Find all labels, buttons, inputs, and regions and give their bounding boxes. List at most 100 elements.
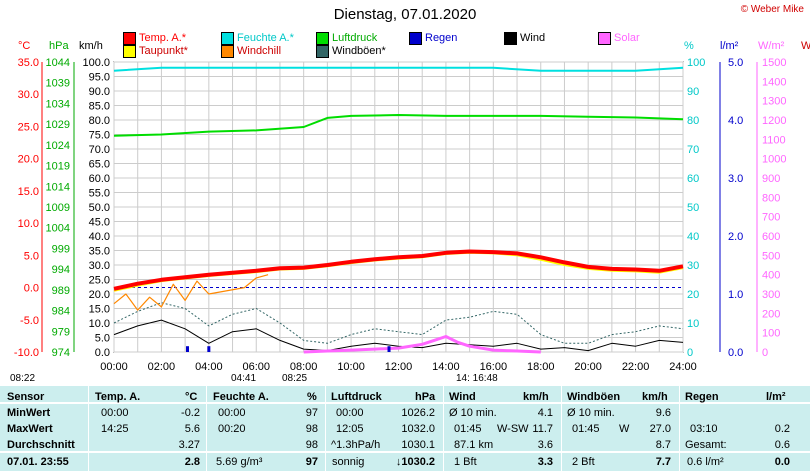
- solar-axis-tick: 200: [762, 308, 780, 320]
- solar-axis-tick: 1100: [762, 134, 786, 146]
- stats-header-press-unit: hPa: [415, 391, 436, 403]
- wind-axis-tick: 45.0: [89, 217, 110, 229]
- humidity-axis-tick: 10: [687, 318, 699, 330]
- temp-axis-tick: 30.0: [18, 89, 39, 101]
- solar-axis-tick: 1400: [762, 76, 786, 88]
- legend-label: Windchill: [237, 45, 282, 57]
- stats-col-divider: [679, 386, 680, 471]
- temp-axis-tick: 20.0: [18, 154, 39, 166]
- wind-axis-tick: 10.0: [89, 318, 110, 330]
- legend-swatch: [598, 32, 611, 45]
- rain-axis-tick: 5.0: [728, 57, 743, 69]
- stats-cell: sonnig: [332, 456, 365, 468]
- stats-cell: 1030.1: [401, 439, 435, 451]
- series-temp-a: [113, 249, 684, 291]
- wind-axis-tick: 15.0: [89, 304, 110, 316]
- stats-cell: 12:05: [336, 423, 364, 435]
- temp-axis-title: °C: [18, 40, 31, 52]
- stats-col-divider: [325, 386, 326, 471]
- wind-axis-tick: 5.0: [95, 333, 110, 345]
- solar-axis-tick: 100: [762, 328, 780, 340]
- pressure-axis-tick: 999: [52, 243, 70, 255]
- legend-swatch: [316, 45, 329, 58]
- rain-axis-tick: 2.0: [728, 231, 743, 243]
- stats-cell: 00:00: [101, 407, 129, 419]
- stats-header-hum-unit: %: [307, 391, 317, 403]
- wind-axis-tick: 30.0: [89, 260, 110, 272]
- rain-bar: [185, 346, 189, 352]
- rain-axis-tick: 4.0: [728, 115, 743, 127]
- temp-axis-tick: 15.0: [18, 186, 39, 198]
- wind-axis-tick: 55.0: [89, 188, 110, 200]
- stats-cell: 3.3: [537, 456, 553, 468]
- legend-label: Taupunkt*: [139, 45, 188, 57]
- stats-cell: 4.1: [537, 407, 553, 419]
- humidity-axis-title: %: [684, 40, 694, 52]
- stats-cell: 27.0: [649, 423, 671, 435]
- solar-axis-tick: 600: [762, 231, 780, 243]
- solar-axis-tick: 1200: [762, 115, 786, 127]
- temp-axis-tick: -10.0: [14, 347, 39, 359]
- stats-row-label: MinWert: [7, 407, 51, 419]
- x-axis-tick: 08:00: [290, 361, 318, 373]
- legend-label: Temp. A.*: [139, 32, 187, 44]
- temp-axis-tick: -5.0: [20, 315, 39, 327]
- stats-cell: 0.6: [774, 439, 790, 451]
- rain-axis-title: l/m²: [720, 40, 739, 52]
- pressure-axis-tick: 1019: [46, 161, 70, 173]
- pressure-axis-tick: 989: [52, 285, 70, 297]
- pressure-axis-tick: 1009: [46, 202, 70, 214]
- x-axis-tick: 16:00: [480, 361, 508, 373]
- stats-cell: 98: [305, 423, 318, 435]
- wind-axis-tick: 80.0: [89, 115, 110, 127]
- temp-axis-tick: 25.0: [18, 121, 39, 133]
- stats-cell: 00:20: [218, 423, 246, 435]
- copyright-link[interactable]: © Weber Mike: [740, 4, 804, 15]
- stats-header-temp-unit: °C: [185, 391, 198, 403]
- chart-title: Dienstag, 07.01.2020: [333, 6, 477, 23]
- stats-col-divider: [88, 386, 89, 471]
- wind-axis-tick: 75.0: [89, 130, 110, 142]
- pressure-axis-tick: 1024: [46, 140, 70, 152]
- stats-header-temp: Temp. A.: [95, 391, 141, 403]
- stats-header-gust: Windböen: [567, 391, 621, 403]
- stats-header-sensor: Sensor: [7, 391, 45, 403]
- stats-cell: 3.27: [178, 439, 200, 451]
- stats-cell: 5.6: [184, 423, 200, 435]
- x-axis-tick: 06:00: [242, 361, 270, 373]
- humidity-axis-tick: 40: [687, 231, 699, 243]
- stats-cell: 14:25: [101, 423, 129, 435]
- legend-label: Feuchte A.*: [237, 32, 294, 44]
- legend-label: Regen: [425, 32, 458, 44]
- stats-cell: 1026.2: [401, 407, 435, 419]
- stats-divider: [0, 402, 810, 404]
- rain-axis-tick: 1.0: [728, 289, 743, 301]
- legend-swatch: [123, 32, 136, 45]
- temp-axis-tick: 10.0: [18, 218, 39, 230]
- stats-header-press: Luftdruck: [331, 391, 382, 403]
- sunrise-marker-2: 08:25: [282, 373, 308, 384]
- temp-axis-tick: 0.0: [24, 283, 39, 295]
- stats-cell: 97: [305, 456, 318, 468]
- pressure-axis-tick: 1029: [46, 119, 70, 131]
- solar-axis-title: W/m²: [758, 40, 785, 52]
- solar-axis-tick: 500: [762, 250, 780, 262]
- stats-col-divider: [561, 386, 562, 471]
- stats-cell: 00:00: [218, 407, 246, 419]
- moonrise-marker: 14: 16:48: [456, 373, 498, 384]
- pressure-axis-tick: 974: [52, 347, 70, 359]
- wind-axis-title: km/h: [79, 40, 103, 52]
- legend-swatch: [221, 45, 234, 58]
- pressure-axis-tick: 1014: [46, 181, 70, 193]
- stats-cell: W: [619, 423, 630, 435]
- solar-axis-tick: 1000: [762, 154, 786, 166]
- series-windchill: [113, 274, 269, 311]
- stats-cell: 5.69 g/m³: [216, 456, 263, 468]
- stats-cell: 03:10: [690, 423, 718, 435]
- wind-axis-tick: 40.0: [89, 231, 110, 243]
- x-axis-tick: 24:00: [669, 361, 697, 373]
- stats-cell: ^1.3hPa/h: [331, 439, 381, 451]
- stats-row-label: MaxWert: [7, 423, 53, 435]
- stats-cell: 1032.0: [401, 423, 435, 435]
- solar-axis-tick: 900: [762, 173, 780, 185]
